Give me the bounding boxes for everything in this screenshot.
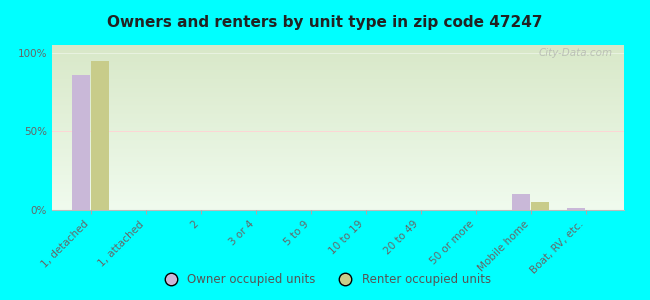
Text: City-Data.com: City-Data.com [538, 48, 612, 58]
Bar [91, 61, 109, 210]
Bar [72, 75, 90, 210]
Bar [512, 194, 530, 210]
Bar [531, 202, 549, 210]
Bar [567, 208, 585, 210]
Legend: Owner occupied units, Renter occupied units: Owner occupied units, Renter occupied un… [154, 269, 496, 291]
Text: Owners and renters by unit type in zip code 47247: Owners and renters by unit type in zip c… [107, 15, 543, 30]
